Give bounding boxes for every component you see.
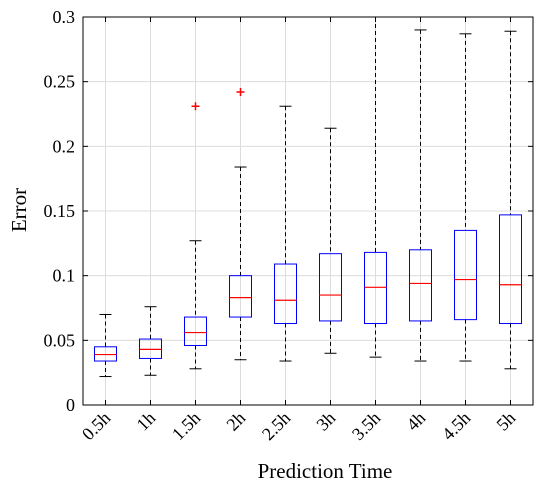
x-tick-label: 5h: [492, 408, 519, 435]
x-tick-label: 1.5h: [168, 408, 204, 444]
y-tick-label: 0.1: [53, 266, 76, 286]
box-group: [139, 306, 162, 376]
y-tick-label: 0.15: [44, 201, 76, 221]
box-iqr: [94, 346, 117, 362]
x-tick-label: 3.5h: [348, 408, 384, 444]
box-group: [499, 30, 522, 370]
outlier-marker: [191, 102, 200, 111]
box-iqr: [409, 249, 432, 322]
box-group: [94, 313, 117, 378]
x-axis-ticks: 0.5h 1h 1.5h 2h 2.5h 3h 3.5h 4h 4.5h 5h: [78, 17, 519, 444]
outlier-marker: [236, 88, 245, 97]
x-tick-label: 2.5h: [258, 408, 294, 444]
box-group: [454, 33, 477, 362]
box-iqr: [229, 275, 252, 318]
boxes: [94, 16, 522, 378]
y-axis-label: Error: [7, 188, 31, 232]
y-tick-label: 0: [66, 395, 75, 415]
y-tick-label: 0.05: [44, 330, 76, 350]
box-iqr: [364, 251, 387, 325]
box-group: [229, 88, 252, 361]
x-tick-label: 1h: [132, 408, 159, 435]
y-tick-label: 0.2: [53, 136, 76, 156]
y-tick-label: 0.25: [44, 72, 76, 92]
box-iqr: [454, 229, 477, 321]
x-tick-label: 3h: [312, 408, 339, 435]
box-iqr: [499, 214, 522, 325]
box-iqr: [319, 253, 342, 322]
x-tick-label: 4h: [402, 408, 429, 435]
box-group: [274, 105, 297, 362]
y-tick-label: 0.3: [53, 7, 76, 27]
box-iqr: [139, 338, 162, 359]
x-axis-label: Prediction Time: [258, 459, 393, 483]
box-group: [319, 127, 342, 354]
x-tick-label: 4.5h: [438, 408, 474, 444]
x-tick-label: 2h: [222, 408, 249, 435]
box-group: [409, 29, 432, 362]
box-iqr: [274, 263, 297, 325]
y-axis-ticks: 0 0.05 0.1 0.15 0.2 0.25 0.3: [44, 7, 533, 415]
x-tick-label: 0.5h: [78, 408, 114, 444]
box-iqr: [184, 316, 207, 347]
box-group: [184, 102, 207, 370]
